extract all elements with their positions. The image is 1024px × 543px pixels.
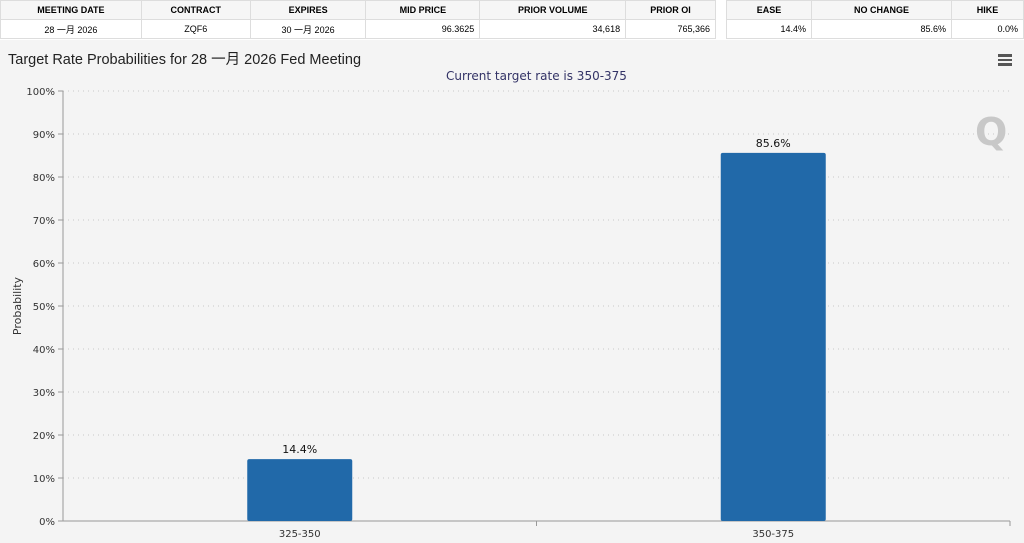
bar-chart: Current target rate is 350-375 Q 0% 10% 20% 3… [11, 69, 1011, 540]
probability-table: EASE NO CHANGE HIKE 14.4% 85.6% 0.0% [726, 0, 1024, 39]
data-label: 85.6% [756, 137, 791, 150]
bar-350-375 [720, 152, 826, 522]
th-ease: EASE [726, 0, 812, 20]
mid-price: 96.3625 [365, 19, 481, 39]
chart-title: Target Rate Probabilities for 28 一月 2026… [8, 52, 362, 68]
chart-panel: Target Rate Probabilities for 28 一月 2026… [0, 40, 1024, 543]
x-tick-label: 325-350 [279, 529, 321, 540]
watermark-logo: Q [975, 110, 1007, 154]
y-tick-label: 80% [33, 173, 55, 184]
expires: 30 一月 2026 [249, 19, 367, 39]
y-tick-label: 50% [33, 302, 55, 313]
th-hike: HIKE [951, 0, 1024, 20]
y-tick-label: 90% [33, 130, 55, 141]
prior-volume: 34,618 [479, 19, 627, 39]
th-mid-price: MID PRICE [365, 0, 481, 20]
hamburger-icon[interactable] [998, 54, 1012, 66]
y-tick-label: 60% [33, 259, 55, 270]
x-tick-label: 350-375 [752, 529, 794, 540]
th-meeting-date: MEETING DATE [0, 0, 142, 20]
meeting-date: 28 一月 2026 [0, 19, 142, 39]
y-tick-label: 70% [33, 216, 55, 227]
prior-oi: 765,366 [625, 19, 716, 39]
data-label: 14.4% [282, 443, 317, 456]
bar-325-350 [247, 459, 353, 521]
contract-table: MEETING DATE CONTRACT EXPIRES MID PRICE PRIO… [0, 0, 716, 39]
y-axis-label: Probability [11, 276, 24, 335]
no-change-value: 85.6% [811, 19, 952, 39]
contract: ZQF6 [140, 19, 251, 39]
th-prior-volume: PRIOR VOLUME [479, 0, 627, 20]
y-tick-label: 20% [33, 431, 55, 442]
y-tick-label: 0% [39, 517, 55, 528]
th-no-change: NO CHANGE [811, 0, 952, 20]
th-prior-oi: PRIOR OI [625, 0, 716, 20]
chart-subtitle: Current target rate is 350-375 [446, 69, 627, 83]
y-tick-label: 40% [33, 345, 55, 356]
ease-value: 14.4% [726, 19, 812, 39]
th-contract: CONTRACT [140, 0, 251, 20]
y-tick-label: 10% [33, 474, 55, 485]
y-tick-label: 30% [33, 388, 55, 399]
hike-value: 0.0% [951, 19, 1024, 39]
y-tick-label: 100% [26, 87, 55, 98]
th-expires: EXPIRES [249, 0, 367, 20]
